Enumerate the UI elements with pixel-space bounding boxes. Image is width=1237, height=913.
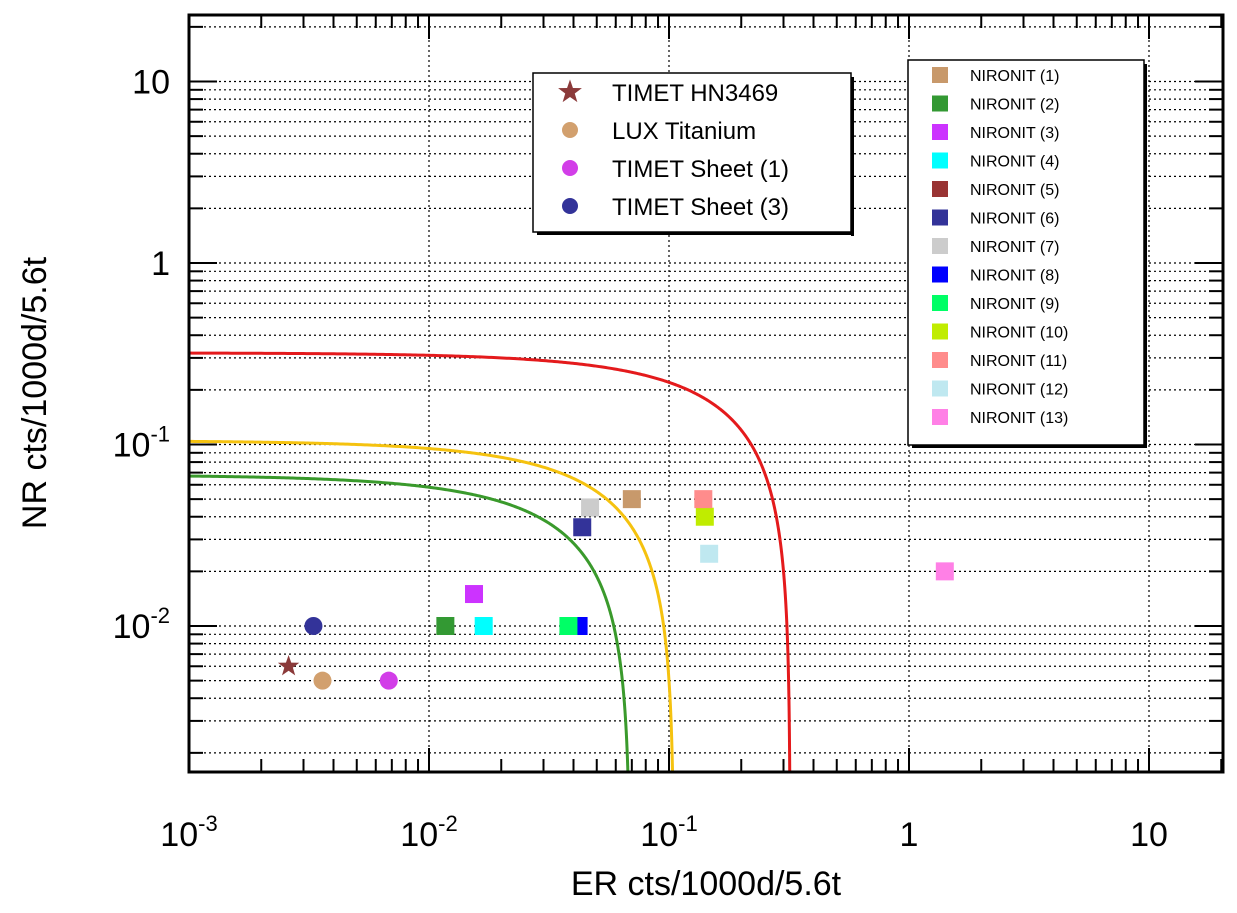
x-tick-label: 10-3 <box>160 811 217 854</box>
x-tick-label: 10-2 <box>400 811 457 854</box>
plot-frame <box>187 13 1225 774</box>
legend-marker <box>562 198 578 214</box>
legend-label: NIRONIT (6) <box>970 211 1059 228</box>
limit-curve <box>188 351 792 771</box>
axis-ticks <box>188 15 1223 772</box>
data-point <box>935 562 954 581</box>
legend-marker <box>932 380 948 397</box>
legend-label: TIMET HN3469 <box>612 80 778 107</box>
y-tick-label-exponent: -1 <box>150 422 170 447</box>
data-point <box>304 617 323 635</box>
data-point <box>559 617 578 635</box>
x-tick-label-exponent: -1 <box>678 811 698 836</box>
y-tick-label: 1 <box>151 245 170 283</box>
legend-top: TIMET HN3469 LUX Titanium TIMET Sheet (1) T… <box>532 72 854 236</box>
data-point <box>695 507 714 526</box>
legend-marker <box>932 295 948 311</box>
y-tick-label-base: 1 <box>151 245 170 283</box>
legend-marker <box>932 266 948 283</box>
y-tick-label: 10 <box>132 64 170 102</box>
x-tick-label-base: 10 <box>640 816 678 854</box>
x-tick-label: 1 <box>900 816 919 854</box>
x-tick-label: 10 <box>1130 816 1168 854</box>
limit-curves <box>188 351 792 771</box>
y-tick-label: 10-1 <box>113 422 170 465</box>
legend-label: NIRONIT (1) <box>970 68 1059 85</box>
data-point <box>622 490 641 509</box>
y-axis-label: NR cts/1000d/5.6t <box>16 256 54 529</box>
legend-marker <box>932 181 948 197</box>
limit-curve <box>188 474 630 771</box>
data-point <box>379 671 398 690</box>
data-point <box>581 498 600 517</box>
y-tick-label-base: 10 <box>132 64 170 102</box>
y-tick-label-base: 10 <box>113 608 151 646</box>
legend-marker <box>932 95 948 112</box>
x-tick-label-exponent: -3 <box>198 811 218 836</box>
legend-label: NIRONIT (2) <box>970 97 1059 114</box>
data-point <box>700 544 719 563</box>
x-tick-label: 10-1 <box>640 811 697 854</box>
data-point <box>474 617 493 635</box>
legend-right: NIRONIT (1) NIRONIT (2) NIRONIT (3) NIRONIT… <box>907 59 1147 448</box>
legend-label: TIMET Sheet (3) <box>612 194 789 221</box>
data-point <box>465 585 484 604</box>
legend-marker <box>932 209 948 226</box>
legend-label: NIRONIT (12) <box>970 382 1068 399</box>
legend-label: NIRONIT (11) <box>970 353 1067 370</box>
data-point <box>694 490 713 509</box>
legend-marker <box>932 124 948 140</box>
legend-marker <box>932 352 948 368</box>
legend-label: LUX Titanium <box>612 118 756 145</box>
data-point <box>436 617 455 635</box>
y-tick-label-exponent: -2 <box>150 603 170 628</box>
data-point <box>313 671 332 690</box>
legend-label: NIRONIT (8) <box>970 268 1059 285</box>
y-tick-label-base: 10 <box>113 427 151 465</box>
data-points <box>277 490 954 690</box>
x-tick-label-base: 10 <box>160 816 198 854</box>
legend-marker <box>932 238 948 254</box>
legend-label: NIRONIT (3) <box>970 125 1059 142</box>
legend-label: NIRONIT (5) <box>970 182 1059 199</box>
legend-label: NIRONIT (7) <box>970 239 1059 256</box>
limit-curve <box>188 439 674 771</box>
x-tick-label-exponent: -2 <box>438 811 458 836</box>
x-tick-label-base: 1 <box>900 816 919 854</box>
legend-marker <box>558 79 582 103</box>
legend-marker <box>932 67 948 83</box>
legend-label: NIRONIT (4) <box>970 154 1059 171</box>
x-tick-label-base: 10 <box>400 816 438 854</box>
legend-marker <box>562 160 578 176</box>
legend-marker <box>932 323 948 340</box>
legend-marker <box>932 152 948 169</box>
legend-label: TIMET Sheet (1) <box>612 156 789 183</box>
legend-label: NIRONIT (9) <box>970 296 1059 313</box>
data-point <box>573 518 592 537</box>
x-tick-label-base: 10 <box>1130 816 1168 854</box>
legend-marker <box>562 122 578 138</box>
y-tick-label: 10-2 <box>113 603 170 646</box>
legend-label: NIRONIT (10) <box>970 325 1068 342</box>
x-axis-label: ER cts/1000d/5.6t <box>571 865 842 903</box>
legend-marker <box>932 409 948 425</box>
data-point <box>277 655 300 676</box>
legend-label: NIRONIT (13) <box>970 410 1068 427</box>
